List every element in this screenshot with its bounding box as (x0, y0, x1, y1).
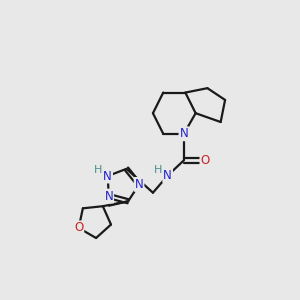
Text: N: N (103, 169, 112, 182)
Text: N: N (163, 169, 172, 182)
Text: H: H (154, 165, 162, 175)
Text: N: N (179, 127, 188, 140)
Text: N: N (104, 190, 113, 202)
Text: O: O (200, 154, 210, 167)
Text: H: H (94, 165, 103, 175)
Text: N: N (135, 178, 143, 191)
Text: O: O (74, 221, 83, 235)
